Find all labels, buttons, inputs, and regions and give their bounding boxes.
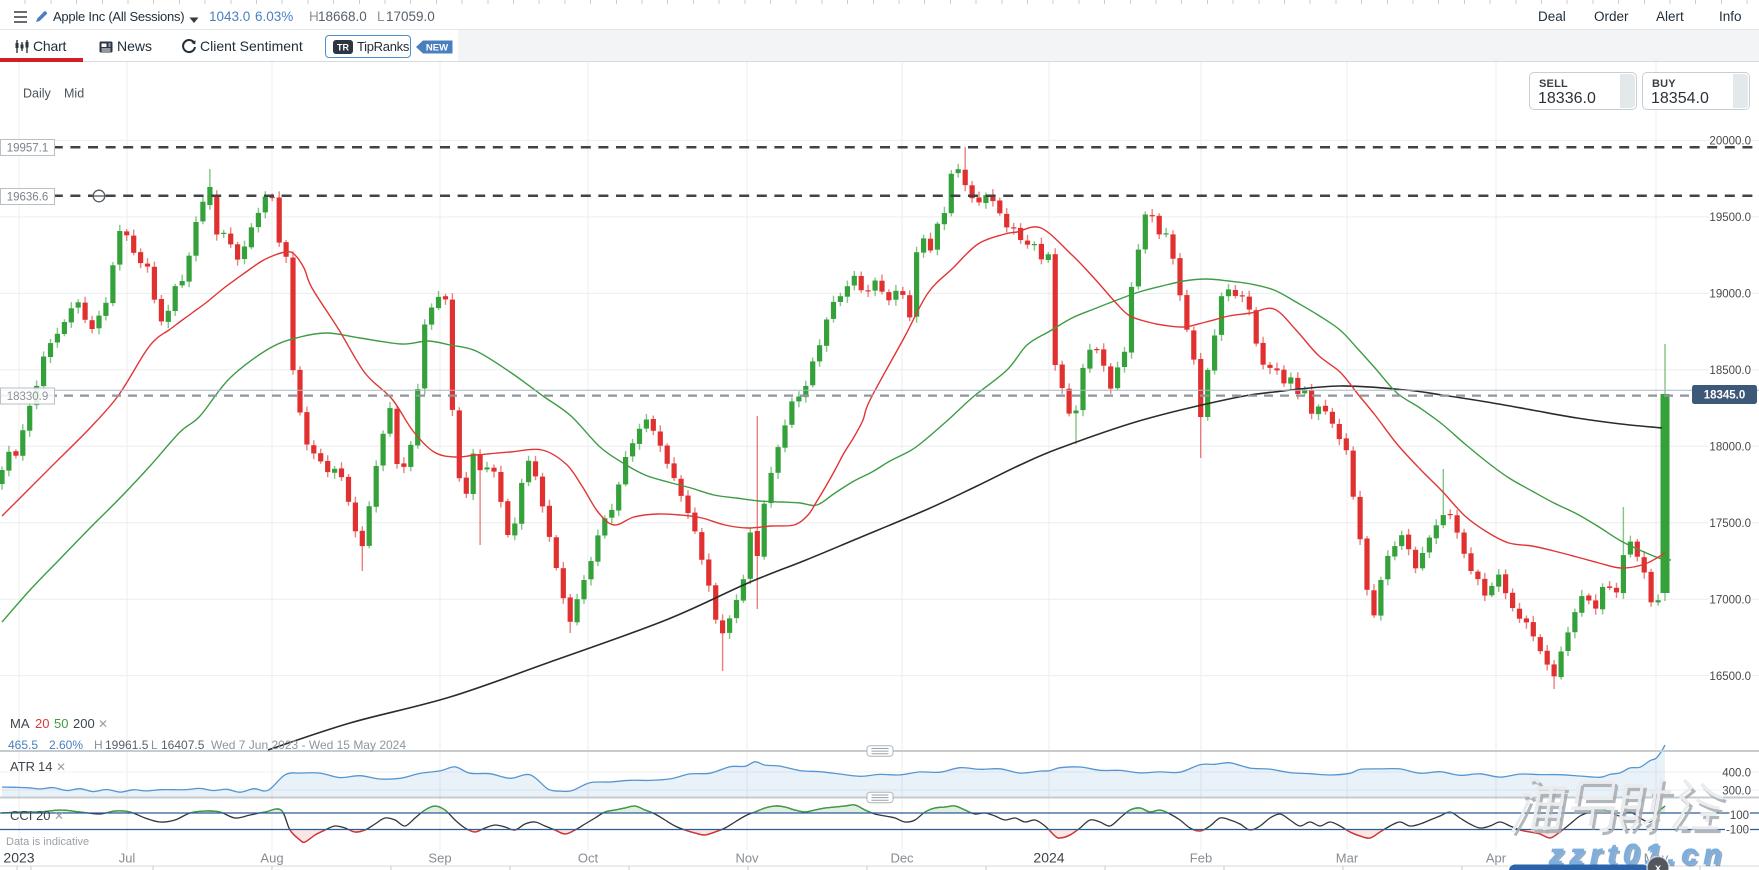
svg-text:Mid: Mid: [64, 87, 84, 101]
svg-text:18500.0: 18500.0: [1709, 365, 1751, 377]
svg-text:18345.0: 18345.0: [1704, 390, 1746, 402]
svg-text:x: x: [1655, 863, 1662, 870]
svg-text:Jul: Jul: [119, 851, 136, 866]
svg-text:18330.9: 18330.9: [7, 391, 49, 403]
svg-text:Dec: Dec: [890, 851, 914, 866]
svg-text:Aug: Aug: [260, 851, 283, 866]
svg-text:Feb: Feb: [1190, 851, 1212, 866]
svg-text:19000.0: 19000.0: [1709, 289, 1751, 301]
svg-text:20: 20: [35, 716, 49, 731]
svg-text:-100: -100: [1726, 825, 1749, 837]
svg-text:Data is indicative: Data is indicative: [6, 836, 89, 848]
svg-text:ATR: ATR: [10, 759, 35, 774]
svg-text:50: 50: [54, 716, 68, 731]
svg-text:20: 20: [36, 808, 50, 823]
svg-text:17000.0: 17000.0: [1709, 594, 1751, 606]
svg-text:✕: ✕: [54, 809, 64, 823]
svg-text:Apr: Apr: [1486, 851, 1507, 866]
svg-text:Nov: Nov: [735, 851, 759, 866]
svg-text:Mar: Mar: [1336, 851, 1359, 866]
svg-text:17500.0: 17500.0: [1709, 518, 1751, 530]
svg-text:19500.0: 19500.0: [1709, 212, 1751, 224]
svg-text:L: L: [151, 738, 158, 752]
svg-text:NEW: NEW: [426, 43, 448, 54]
svg-text:18000.0: 18000.0: [1709, 442, 1751, 454]
svg-text:MA: MA: [10, 716, 30, 731]
svg-text:16407.5: 16407.5: [161, 738, 205, 752]
svg-text:✕: ✕: [56, 760, 66, 774]
svg-text:2023: 2023: [3, 850, 34, 866]
svg-text:2.60%: 2.60%: [49, 738, 83, 752]
svg-text:400.0: 400.0: [1722, 768, 1751, 780]
svg-text:Oct: Oct: [578, 851, 599, 866]
svg-text:19636.6: 19636.6: [7, 192, 49, 204]
svg-text:CCI: CCI: [10, 808, 32, 823]
svg-text:Daily: Daily: [23, 87, 52, 101]
svg-text:300.0: 300.0: [1722, 786, 1751, 798]
svg-text:465.5: 465.5: [8, 738, 38, 752]
svg-text:19957.1: 19957.1: [7, 143, 49, 155]
svg-text:Sep: Sep: [428, 851, 451, 866]
svg-text:19961.5: 19961.5: [105, 738, 149, 752]
svg-text:200: 200: [73, 716, 95, 731]
svg-text:H: H: [94, 738, 103, 752]
svg-text:Wed 7 Jun 2023 - Wed 15 May 20: Wed 7 Jun 2023 - Wed 15 May 2024: [211, 738, 406, 752]
svg-text:✕: ✕: [98, 717, 108, 731]
svg-text:2024: 2024: [1033, 850, 1064, 866]
svg-text:14: 14: [38, 759, 52, 774]
svg-text:20000.0: 20000.0: [1709, 136, 1751, 148]
svg-text:100: 100: [1730, 810, 1749, 822]
svg-text:16500.0: 16500.0: [1709, 671, 1751, 683]
svg-text:TR: TR: [337, 43, 349, 53]
